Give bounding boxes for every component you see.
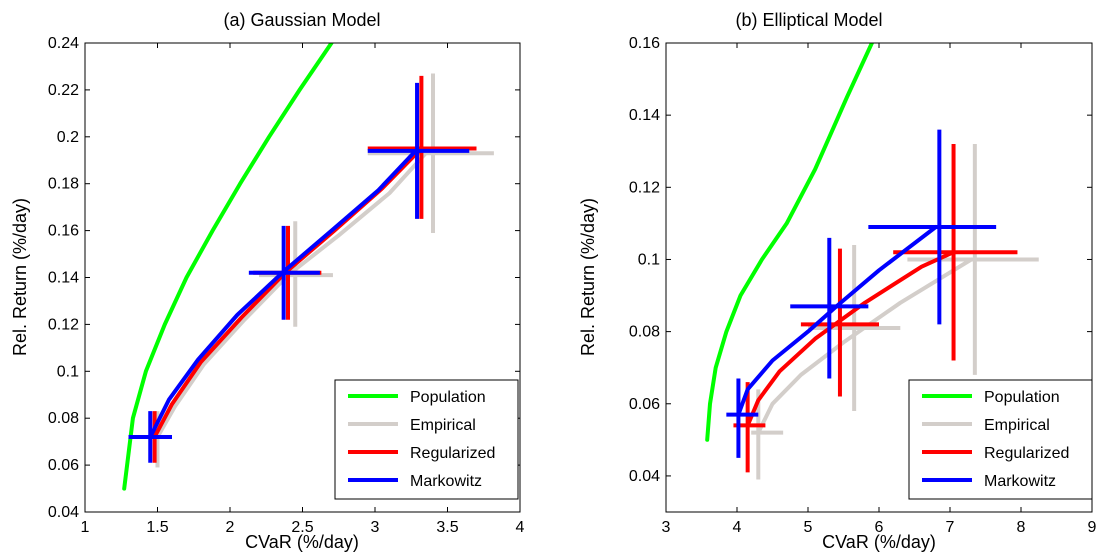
x-tick-label: 1.5 <box>146 519 168 536</box>
x-tick-label: 8 <box>1017 519 1026 536</box>
y-tick-label: 0.14 <box>48 270 79 287</box>
y-tick-label: 0.2 <box>57 129 79 146</box>
y-tick-label: 0.1 <box>57 363 79 380</box>
legend: Population Empirical Regularized Markowi… <box>335 380 518 499</box>
x-axis-label: CVaR (%/day) <box>245 532 359 552</box>
x-tick-label: 1 <box>81 519 90 536</box>
x-tick-label: 3 <box>371 519 380 536</box>
y-tick-label: 0.16 <box>48 223 79 240</box>
y-tick-label: 0.08 <box>48 410 79 427</box>
legend-label-empirical: Empirical <box>984 417 1050 434</box>
x-tick-label: 9 <box>1088 519 1097 536</box>
chart-title: (a) Gaussian Model <box>223 10 380 30</box>
y-tick-label: 0.16 <box>629 35 660 52</box>
legend: Population Empirical Regularized Markowi… <box>909 380 1092 499</box>
y-tick-label: 0.14 <box>629 107 660 124</box>
y-tick-label: 0.1 <box>638 251 660 268</box>
y-tick-label: 0.06 <box>48 457 79 474</box>
x-tick-label: 4 <box>733 519 742 536</box>
x-tick-label: 5 <box>804 519 813 536</box>
x-tick-label: 4 <box>516 519 525 536</box>
legend-label-markowitz: Markowitz <box>984 473 1056 490</box>
y-tick-label: 0.12 <box>629 179 660 196</box>
legend-label-population: Population <box>410 389 486 406</box>
y-tick-label: 0.22 <box>48 82 79 99</box>
legend-label-regularized: Regularized <box>410 445 495 462</box>
y-tick-label: 0.18 <box>48 176 79 193</box>
legend-label-markowitz: Markowitz <box>410 473 482 490</box>
legend-label-empirical: Empirical <box>410 417 476 434</box>
x-axis-label: CVaR (%/day) <box>822 532 936 552</box>
y-tick-label: 0.08 <box>629 324 660 341</box>
y-tick-label: 0.04 <box>48 504 79 521</box>
legend-label-regularized: Regularized <box>984 445 1069 462</box>
legend-label-population: Population <box>984 389 1060 406</box>
y-tick-label: 0.04 <box>629 468 660 485</box>
x-tick-label: 3 <box>662 519 671 536</box>
x-tick-label: 3.5 <box>436 519 458 536</box>
y-tick-label: 0.12 <box>48 316 79 333</box>
y-tick-label: 0.24 <box>48 35 79 52</box>
x-tick-label: 7 <box>946 519 955 536</box>
y-axis-label: Rel. Return (%/day) <box>578 198 598 356</box>
y-tick-label: 0.06 <box>629 396 660 413</box>
y-axis-label: Rel. Return (%/day) <box>10 198 30 356</box>
x-tick-label: 2 <box>226 519 235 536</box>
chart-title: (b) Elliptical Model <box>735 10 882 30</box>
